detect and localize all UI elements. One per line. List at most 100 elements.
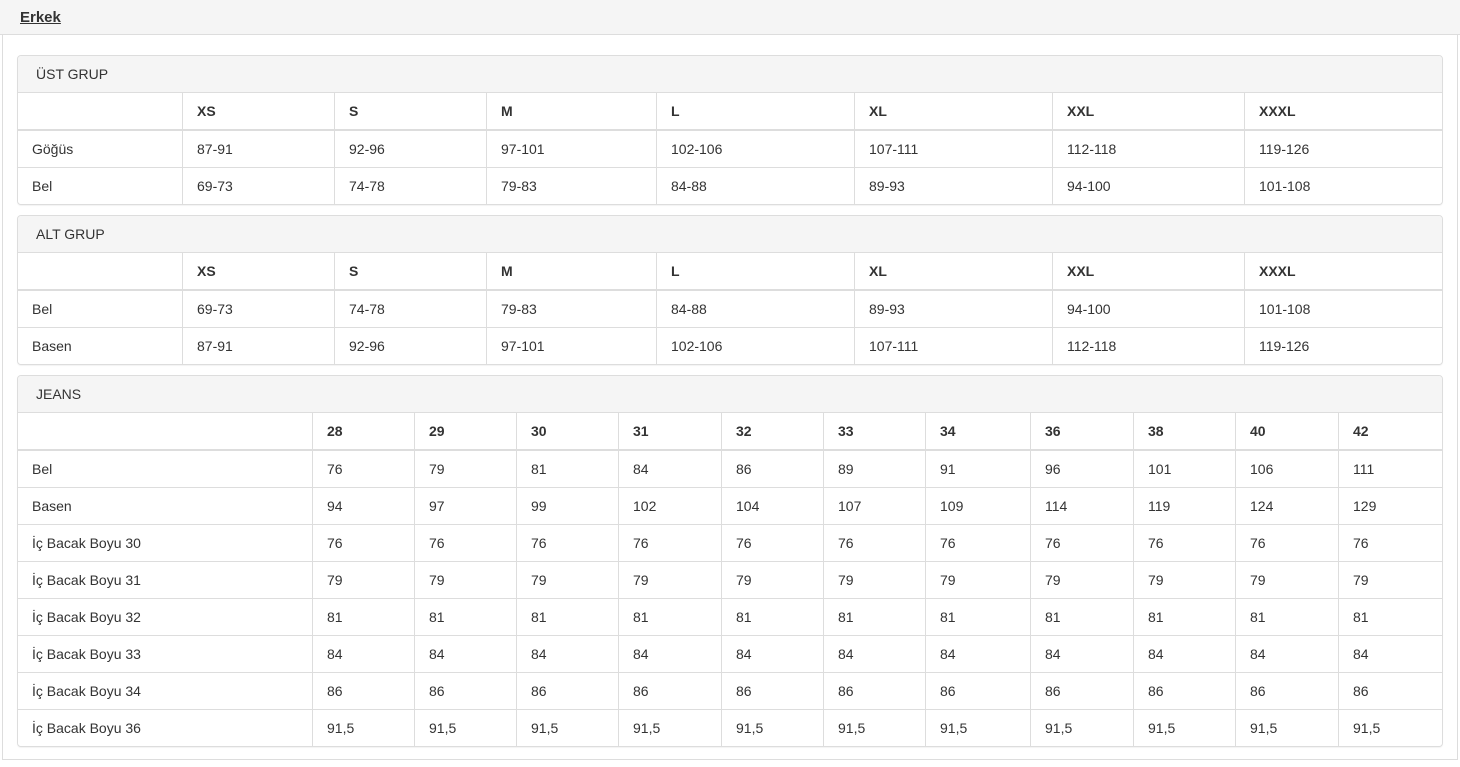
header-row: XS S M L XL XXL XXXL	[18, 253, 1442, 291]
size-value: 76	[1338, 524, 1442, 561]
size-value: 104	[721, 487, 823, 524]
column-header: XL	[854, 93, 1052, 131]
table-row: Bel 69-73 74-78 79-83 84-88 89-93 94-100 101-10…	[18, 167, 1442, 204]
size-value: 81	[1030, 598, 1133, 635]
size-value: 119-126	[1244, 327, 1442, 364]
size-value: 84	[618, 451, 721, 487]
size-value: 79	[414, 451, 516, 487]
size-chart-content: ÜST GRUP XS S M L XL XXL XXXL Göğüs 87-91 92-96 97-…	[2, 35, 1458, 760]
column-header: M	[486, 253, 656, 291]
table-row: Basen 94 97 99 102 104 107 109 114 119 124 129	[18, 487, 1442, 524]
panel-title-ust-grup: ÜST GRUP	[18, 56, 1442, 93]
size-value: 81	[312, 598, 414, 635]
size-value: 86	[1338, 672, 1442, 709]
size-value: 84-88	[656, 291, 854, 327]
size-value: 79	[312, 561, 414, 598]
panel-title-jeans: JEANS	[18, 376, 1442, 413]
size-value: 91	[925, 451, 1030, 487]
size-value: 97-101	[486, 131, 656, 167]
size-value: 79-83	[486, 291, 656, 327]
header-row: 28 29 30 31 32 33 34 36 38 40 42	[18, 413, 1442, 451]
size-value: 84	[312, 635, 414, 672]
size-value: 97	[414, 487, 516, 524]
size-value: 129	[1338, 487, 1442, 524]
column-header: 30	[516, 413, 618, 451]
size-value: 79	[925, 561, 1030, 598]
size-value: 86	[925, 672, 1030, 709]
size-value: 81	[1338, 598, 1442, 635]
row-label: Basen	[18, 327, 182, 364]
size-value: 106	[1235, 451, 1338, 487]
header-row: XS S M L XL XXL XXXL	[18, 93, 1442, 131]
size-value: 74-78	[334, 167, 486, 204]
size-value: 86	[414, 672, 516, 709]
size-value: 112-118	[1052, 327, 1244, 364]
size-value: 94-100	[1052, 291, 1244, 327]
column-header: M	[486, 93, 656, 131]
size-value: 91,5	[1235, 709, 1338, 746]
size-value: 91,5	[516, 709, 618, 746]
size-value: 69-73	[182, 291, 334, 327]
column-header: 38	[1133, 413, 1235, 451]
table-row: Göğüs 87-91 92-96 97-101 102-106 107-111 112-1…	[18, 131, 1442, 167]
column-header	[18, 93, 182, 131]
size-value: 81	[721, 598, 823, 635]
size-value: 84	[1030, 635, 1133, 672]
size-value: 97-101	[486, 327, 656, 364]
row-label: İç Bacak Boyu 32	[18, 598, 312, 635]
size-value: 74-78	[334, 291, 486, 327]
size-value: 89-93	[854, 291, 1052, 327]
size-value: 107-111	[854, 327, 1052, 364]
table-row: İç Bacak Boyu 36 91,5 91,5 91,5 91,5 91,5 91,5…	[18, 709, 1442, 746]
column-header	[18, 413, 312, 451]
size-value: 86	[312, 672, 414, 709]
size-value: 81	[925, 598, 1030, 635]
size-value: 79	[1030, 561, 1133, 598]
panel-alt-grup: ALT GRUP XS S M L XL XXL XXXL Bel 69-73 74-78 79-83…	[17, 215, 1443, 365]
column-header: XXL	[1052, 253, 1244, 291]
panel-jeans: JEANS 28 29 30 31 32 33 34 36 38 40 42 Bel 76 79 81 84 86…	[17, 375, 1443, 747]
size-value: 84	[414, 635, 516, 672]
column-header: 28	[312, 413, 414, 451]
row-label: İç Bacak Boyu 30	[18, 524, 312, 561]
size-value: 112-118	[1052, 131, 1244, 167]
size-value: 91,5	[1133, 709, 1235, 746]
tab-erkek[interactable]: Erkek	[20, 9, 61, 26]
size-value: 89-93	[854, 167, 1052, 204]
size-value: 79	[618, 561, 721, 598]
column-header: XS	[182, 253, 334, 291]
size-value: 76	[925, 524, 1030, 561]
column-header: 32	[721, 413, 823, 451]
size-value: 119-126	[1244, 131, 1442, 167]
size-value: 124	[1235, 487, 1338, 524]
column-header: XS	[182, 93, 334, 131]
size-value: 79	[1338, 561, 1442, 598]
table-row: İç Bacak Boyu 33 84 84 84 84 84 84 84 84 84 84 84	[18, 635, 1442, 672]
size-value: 84	[823, 635, 925, 672]
size-value: 102-106	[656, 327, 854, 364]
size-value: 69-73	[182, 167, 334, 204]
size-value: 79	[1235, 561, 1338, 598]
column-header: 34	[925, 413, 1030, 451]
size-value: 81	[516, 598, 618, 635]
column-header: 36	[1030, 413, 1133, 451]
size-value: 99	[516, 487, 618, 524]
table-row: İç Bacak Boyu 31 79 79 79 79 79 79 79 79 79 79 79	[18, 561, 1442, 598]
size-value: 119	[1133, 487, 1235, 524]
row-label: Basen	[18, 487, 312, 524]
size-table-ust-grup: XS S M L XL XXL XXXL Göğüs 87-91 92-96 97-101 102-1…	[18, 93, 1442, 204]
size-value: 84	[1133, 635, 1235, 672]
size-value: 84	[721, 635, 823, 672]
table-row: İç Bacak Boyu 30 76 76 76 76 76 76 76 76 76 76 76	[18, 524, 1442, 561]
size-table-jeans: 28 29 30 31 32 33 34 36 38 40 42 Bel 76 79 81 84 86 89 91 9…	[18, 413, 1442, 746]
size-value: 84	[516, 635, 618, 672]
size-value: 79-83	[486, 167, 656, 204]
size-value: 76	[721, 524, 823, 561]
size-value: 101-108	[1244, 291, 1442, 327]
size-value: 81	[414, 598, 516, 635]
row-label: İç Bacak Boyu 36	[18, 709, 312, 746]
size-value: 81	[823, 598, 925, 635]
size-value: 91,5	[925, 709, 1030, 746]
size-value: 87-91	[182, 327, 334, 364]
size-value: 86	[516, 672, 618, 709]
